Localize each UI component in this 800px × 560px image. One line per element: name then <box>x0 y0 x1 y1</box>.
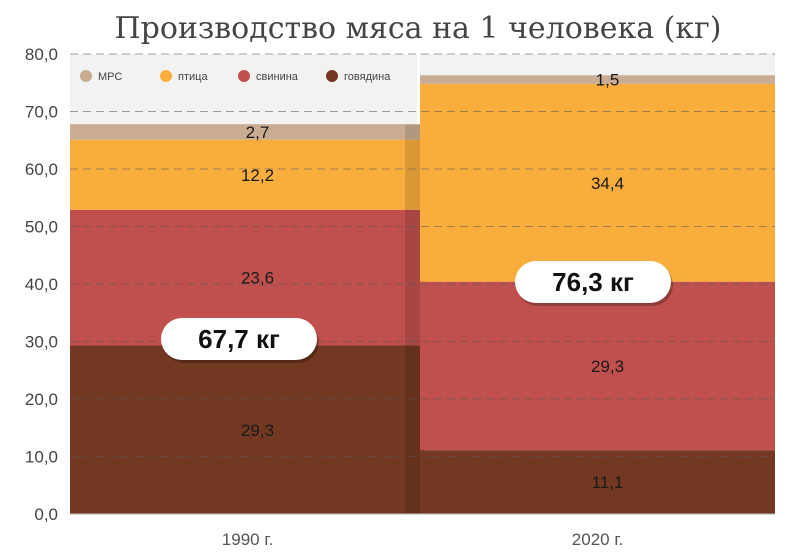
legend-label-3: говядина <box>344 71 391 83</box>
legend-label-0: МРС <box>98 71 122 83</box>
gridlines-group <box>70 53 775 515</box>
y-tick-label-2: 20,0 <box>25 390 58 409</box>
bar-shadow <box>405 124 420 514</box>
bar-segment-1-2 <box>420 83 775 282</box>
legend: МРС птица свинина говядина <box>80 70 391 83</box>
legend-marker-2 <box>238 70 250 82</box>
total-badges: 67,7 кг 76,3 кг <box>161 261 673 363</box>
legend-band-right <box>420 54 775 76</box>
total-badge-0 <box>161 318 317 360</box>
x-tick-label-1: 2020 г. <box>572 530 623 549</box>
bar-segment-0-2 <box>70 139 425 210</box>
legend-marker-1 <box>160 70 172 82</box>
bar-segment-0-3 <box>70 124 425 140</box>
total-badge-1 <box>515 261 671 303</box>
x-tick-label-0: 1990 г. <box>222 530 273 549</box>
legend-marker-3 <box>326 70 338 82</box>
segment-label-1-1: 29,3 <box>591 357 624 376</box>
y-tick-label-1: 10,0 <box>25 448 58 467</box>
chart-title: Производство мяса на 1 человека (кг) <box>114 11 721 46</box>
y-tick-label-6: 60,0 <box>25 160 58 179</box>
segment-label-0-0: 29,3 <box>241 421 274 440</box>
y-tick-label-5: 50,0 <box>25 218 58 237</box>
bar-segment-1-1 <box>420 281 775 451</box>
legend-label-1: птица <box>178 71 208 83</box>
y-tick-label-3: 30,0 <box>25 333 58 352</box>
segment-label-1-3: 1,5 <box>596 71 620 90</box>
total-label-0: 67,7 кг <box>198 324 280 354</box>
segment-label-1-2: 34,4 <box>591 174 624 193</box>
bar-segment-0-0 <box>70 345 425 514</box>
legend-marker-0 <box>80 70 92 82</box>
x-axis-ticks: 1990 г. 2020 г. <box>222 530 623 549</box>
legend-background <box>70 54 775 124</box>
bar-segment-1-3 <box>420 75 775 84</box>
segment-label-0-1: 23,6 <box>241 269 274 288</box>
y-tick-label-7: 70,0 <box>25 103 58 122</box>
total-label-1: 76,3 кг <box>552 267 634 297</box>
segment-label-1-0: 11,1 <box>592 473 624 492</box>
bar-segment-1-0 <box>420 450 775 514</box>
y-tick-label-0: 0,0 <box>34 505 58 524</box>
segment-labels: 29,3 23,6 12,2 2,7 11,1 29,3 34,4 1,5 <box>241 71 624 492</box>
legend-label-2: свинина <box>256 71 299 83</box>
legend-band <box>70 54 417 124</box>
y-tick-label-8: 80,0 <box>25 45 58 64</box>
segment-label-0-2: 12,2 <box>241 166 274 185</box>
y-axis-ticks: 0,0 10,0 20,0 30,0 40,0 50,0 60,0 70,0 80,0 <box>25 45 58 524</box>
segment-label-0-3: 2,7 <box>246 123 270 142</box>
y-tick-label-4: 40,0 <box>25 275 58 294</box>
